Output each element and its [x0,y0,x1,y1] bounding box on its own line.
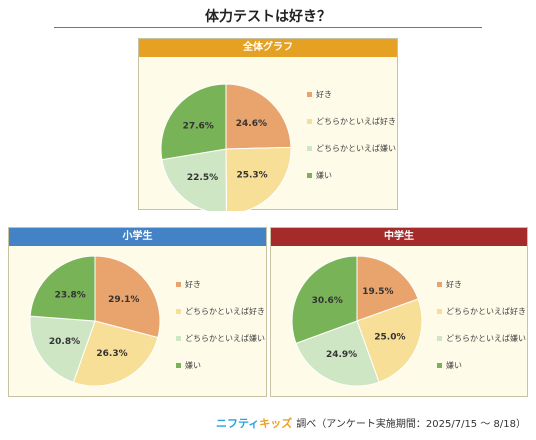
legend-swatch-somewhat-like [307,119,312,124]
legend-label-dislike: 嫌い [316,171,332,180]
legend-swatch-dislike [437,363,442,368]
slice-label-dislike: 30.6% [312,296,343,306]
legend-swatch-somewhat-like [176,309,181,314]
legend-label-like: 好き [446,280,462,289]
legend-swatch-somewhat-dislike [437,336,442,341]
legend-swatch-dislike [176,363,181,368]
legend-item-dislike: 嫌い [176,360,201,371]
panel-junior: 中学生 19.5% 25.0% 24.9% 30.6% 好きどちらかといえば好き どちら… [270,227,528,397]
pie-chart-junior: 19.5% 25.0% 24.9% 30.6% [291,255,423,387]
slice-label-dislike: 23.8% [55,290,86,300]
legend-label-somewhat-like: どちらかといえば好き [185,307,265,316]
legend-swatch-like [437,282,442,287]
legend-swatch-dislike [307,173,312,178]
pie-slice-like [94,255,161,339]
pie-slice-somewhat-like [225,146,292,211]
niftykids-logo: ニフティキッズ [216,417,292,430]
legend-swatch-like [176,282,181,287]
legend-label-somewhat-like: どちらかといえば好き [446,307,526,316]
slice-label-somewhat-like: 26.3% [96,349,127,359]
panel-header-junior: 中学生 [271,228,527,246]
legend-item-dislike: 嫌い [437,360,462,371]
logo-part-kids: キッズ [259,417,293,430]
legend-swatch-somewhat-like [437,309,442,314]
legend-label-somewhat-like: どちらかといえば好き [316,117,396,126]
legend-item-like: 好き [437,279,462,290]
legend-label-somewhat-dislike: どちらかといえば嫌い [316,144,396,153]
page-title: 体力テストは好き？ [205,9,331,25]
legend-item-somewhat-dislike: どちらかといえば嫌い [176,333,265,344]
legend-item-somewhat-like: どちらかといえば好き [437,306,526,317]
legend-item-somewhat-like: どちらかといえば好き [307,116,396,127]
pie-chart-elementary: 29.1% 26.3% 20.8% 23.8% [29,255,161,387]
slice-label-like: 24.6% [236,119,267,129]
pie-slice-like [225,83,292,150]
legend-swatch-like [307,92,312,97]
pie-slice-somewhat-dislike [161,148,227,211]
panel-overall: 全体グラフ 24.6% 25.3% 22.5% 27.6% 好きどちらかといえば好きど… [138,38,398,211]
panel-elementary: 小学生 29.1% 26.3% 20.8% 23.8% 好きどちらかといえば好き どちら… [8,227,267,397]
logo-part-nifty: ニフティ [215,417,260,430]
pie-slice-somewhat-dislike [29,315,96,383]
legend-swatch-somewhat-dislike [307,146,312,151]
legend-item-somewhat-like: どちらかといえば好き [176,306,265,317]
legend-label-somewhat-dislike: どちらかといえば嫌い [185,334,265,343]
slice-label-somewhat-like: 25.0% [374,333,405,343]
pie-slice-dislike [291,255,358,345]
pie-chart-overall: 24.6% 25.3% 22.5% 27.6% [160,83,292,211]
legend-label-like: 好き [316,90,332,99]
legend-label-dislike: 嫌い [446,361,462,370]
legend-item-somewhat-dislike: どちらかといえば嫌い [307,143,396,154]
pie-slice-somewhat-like [356,298,423,383]
pie-slice-somewhat-dislike [295,320,380,387]
legend-label-like: 好き [185,280,201,289]
panel-header-elementary: 小学生 [9,228,266,246]
legend-label-dislike: 嫌い [185,361,201,370]
slice-label-somewhat-dislike: 22.5% [187,173,218,183]
pie-slice-like [356,255,419,322]
legend-item-dislike: 嫌い [307,170,332,181]
pie-slice-somewhat-like [72,320,159,387]
panel-header-overall: 全体グラフ [139,39,397,57]
slice-label-somewhat-dislike: 24.9% [326,350,357,360]
source-footer: ニフティキッズ 調べ（アンケート実施期間：2025/7/15 ～ 8/18） [216,415,526,431]
legend-item-somewhat-dislike: どちらかといえば嫌い [437,333,526,344]
title-divider [54,27,482,28]
legend-label-somewhat-dislike: どちらかといえば嫌い [446,334,526,343]
slice-label-like: 19.5% [362,287,393,297]
slice-label-somewhat-dislike: 20.8% [49,337,80,347]
slice-label-dislike: 27.6% [183,121,214,131]
footer-text: 調べ（アンケート実施期間：2025/7/15 ～ 8/18） [296,419,526,430]
legend-item-like: 好き [176,279,201,290]
slice-label-like: 29.1% [108,295,139,305]
pie-slice-dislike [29,255,96,322]
legend-item-like: 好き [307,89,332,100]
slice-label-somewhat-like: 25.3% [236,170,267,180]
legend-swatch-somewhat-dislike [176,336,181,341]
pie-slice-dislike [160,83,227,161]
